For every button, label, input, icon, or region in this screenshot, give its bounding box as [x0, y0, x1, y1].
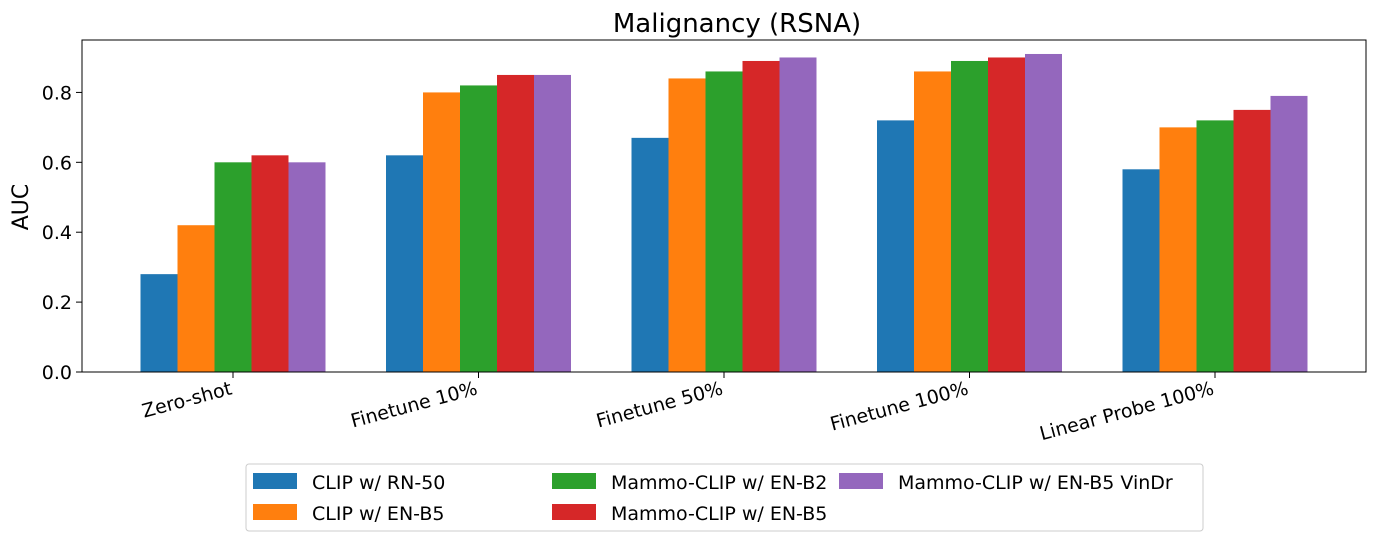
bar-mammo-clip-w-en-b5-finetune-50 [742, 60, 780, 373]
bar-mammo-clip-w-en-b2-finetune-10 [460, 85, 497, 372]
y-tick-label: 0.2 [42, 292, 72, 314]
x-tick-label: Zero-shot [140, 378, 235, 423]
bar-clip-w-en-b5-finetune-10 [423, 92, 460, 372]
legend-label: Mammo-CLIP w/ EN-B5 [611, 503, 827, 525]
bars-group [140, 53, 1308, 373]
legend-swatch-mammo-clip-w-en-b2 [552, 473, 596, 489]
legend-label: Mammo-CLIP w/ EN-B5 VinDr [898, 472, 1173, 494]
bar-clip-w-en-b5-zero-shot [177, 225, 215, 372]
bar-clip-w-rn-50-linear-probe-100 [1122, 169, 1160, 372]
bar-mammo-clip-w-en-b2-finetune-50 [705, 71, 743, 372]
legend-swatch-mammo-clip-w-en-b5-vindr [839, 473, 883, 489]
bar-clip-w-rn-50-finetune-50 [631, 137, 669, 372]
bar-mammo-clip-w-en-b5-vindr-finetune-10 [534, 74, 571, 373]
x-axis: Zero-shot Finetune 10% Finetune 50% Finetun… [140, 372, 1216, 446]
bar-clip-w-en-b5-finetune-100 [914, 71, 951, 372]
legend-label: Mammo-CLIP w/ EN-B2 [611, 472, 827, 494]
bar-mammo-clip-w-en-b5-vindr-finetune-50 [779, 57, 817, 372]
y-tick-label: 0.0 [42, 362, 72, 384]
x-tick-label: Finetune 100% [828, 378, 971, 436]
legend-label: CLIP w/ EN-B5 [312, 503, 444, 525]
x-tick-label: Finetune 10% [348, 378, 479, 433]
plot-frame [81, 39, 1367, 373]
bar-mammo-clip-w-en-b2-linear-probe-100 [1196, 120, 1234, 373]
x-tick-label: Finetune 50% [594, 378, 725, 433]
bar-clip-w-rn-50-finetune-10 [386, 155, 423, 372]
chart-title: Malignancy (RSNA) [613, 9, 861, 39]
x-tick-label: Linear Probe 100% [1037, 378, 1216, 446]
bar-mammo-clip-w-en-b5-linear-probe-100 [1233, 109, 1271, 372]
bar-mammo-clip-w-en-b5-finetune-10 [497, 74, 534, 373]
bar-mammo-clip-w-en-b5-vindr-linear-probe-100 [1270, 95, 1308, 373]
y-tick-label: 0.6 [42, 152, 72, 174]
legend: CLIP w/ RN-50 CLIP w/ EN-B5 Mammo-CLIP w/ … [245, 463, 1204, 532]
bar-mammo-clip-w-en-b2-zero-shot [214, 162, 252, 372]
y-tick-label: 0.4 [42, 222, 72, 244]
bar-mammo-clip-w-en-b5-vindr-zero-shot [288, 162, 326, 372]
bar-clip-w-en-b5-linear-probe-100 [1159, 127, 1197, 372]
bar-clip-w-rn-50-finetune-100 [877, 120, 914, 373]
legend-swatch-mammo-clip-w-en-b5 [552, 504, 596, 520]
bar-clip-w-en-b5-finetune-50 [668, 78, 706, 372]
bar-mammo-clip-w-en-b2-finetune-100 [951, 60, 988, 373]
legend-swatch-clip-w-rn-50 [253, 473, 297, 489]
bar-mammo-clip-w-en-b5-finetune-100 [988, 57, 1025, 372]
bar-mammo-clip-w-en-b5-vindr-finetune-100 [1025, 53, 1062, 373]
bar-mammo-clip-w-en-b5-zero-shot [251, 155, 289, 372]
bar-clip-w-rn-50-zero-shot [140, 274, 178, 372]
y-tick-label: 0.8 [42, 82, 72, 104]
y-axis: 0.0 0.2 0.4 0.6 0.8 [42, 82, 82, 384]
y-axis-label: AUC [9, 184, 34, 231]
legend-swatch-clip-w-en-b5 [253, 504, 297, 520]
legend-label: CLIP w/ RN-50 [312, 472, 445, 494]
legend-box [245, 463, 1204, 532]
